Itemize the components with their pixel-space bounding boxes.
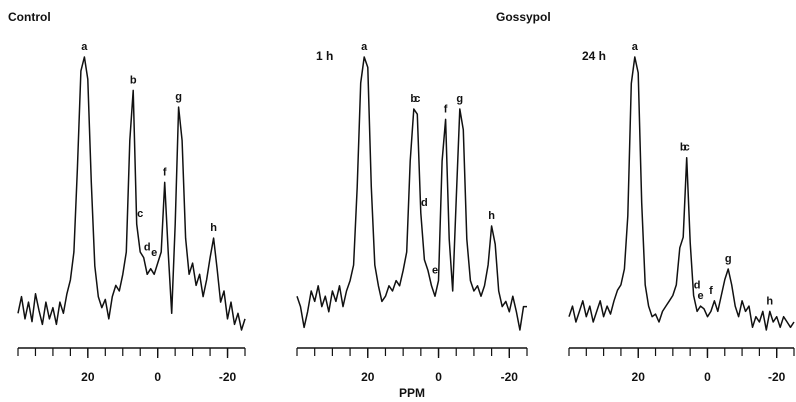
x-tick-label: -20 (219, 370, 237, 384)
spectrum-line (17, 56, 246, 331)
peak-label: a (81, 41, 88, 53)
peak-label: b (410, 93, 417, 105)
peak-label: a (632, 41, 639, 53)
peak-label: d (421, 197, 428, 209)
panel-title: 1 h (316, 49, 333, 63)
spectrum-line (296, 56, 527, 331)
x-tick-label: 0 (154, 370, 161, 384)
peak-label: c (414, 93, 420, 105)
x-tick-label: 0 (704, 370, 711, 384)
x-tick-label: -20 (768, 370, 786, 384)
group-title: Gossypol (496, 10, 551, 24)
peak-label: d (144, 241, 151, 253)
x-axis-label: PPM (399, 386, 425, 400)
x-tick-label: 20 (632, 370, 646, 384)
peak-label: e (432, 265, 438, 277)
peak-label: h (210, 222, 217, 234)
peak-label: f (709, 285, 713, 297)
peak-label: g (725, 253, 732, 265)
peak-label: e (697, 290, 703, 302)
peak-label: f (444, 103, 448, 115)
x-tick-label: 20 (81, 370, 95, 384)
peak-label: f (163, 166, 167, 178)
x-tick-label: 20 (361, 370, 375, 384)
x-tick-label: -20 (501, 370, 519, 384)
group-title: Control (8, 10, 51, 24)
peak-label: b (680, 142, 687, 154)
peak-label: h (766, 295, 773, 307)
x-tick-label: 0 (435, 370, 442, 384)
peak-label: e (151, 247, 157, 259)
spectrum-line (568, 56, 795, 331)
peak-label: g (456, 93, 463, 105)
peak-label: h (488, 210, 495, 222)
peak-label: c (684, 142, 690, 154)
peak-label: g (175, 91, 182, 103)
peak-label: c (137, 208, 143, 220)
peak-label: b (130, 74, 137, 86)
panel-title: 24 h (582, 49, 606, 63)
peak-label: d (694, 279, 701, 291)
peak-label: a (361, 41, 368, 53)
